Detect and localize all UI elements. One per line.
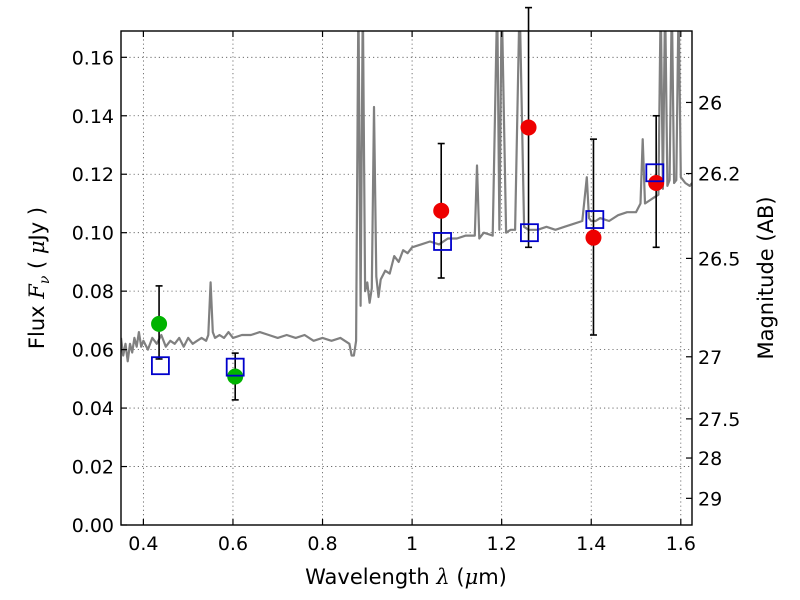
y2-tick-label: 26.2 [698,164,740,186]
grid [121,31,692,525]
x-tick-label: 1.2 [487,533,517,555]
y2-tick-label: 27 [698,347,722,369]
x-axis-label: Wavelength λ (μm) [305,565,507,589]
y2-tick-label: 27.5 [698,409,740,431]
markers [151,6,665,401]
y2-axis-label: Magnitude (AB) [754,196,778,359]
model-square-point [151,356,170,376]
model-square-point [585,210,605,229]
x-tick-label: 1.6 [666,533,696,555]
y-tick-label: 0.14 [72,106,114,128]
y-tick-label: 0.10 [72,223,114,245]
ticks: 0.4 0.6 0.8 1 1.2 1.4 1.6 0.00 0.02 0.04 0.06 0.08 0… [72,31,740,555]
model-square-point [520,223,539,243]
model-square-point [433,232,452,251]
y2-tick-label: 28 [698,448,722,470]
y-tick-label: 0.02 [72,457,114,479]
plot-area [121,31,692,363]
nir-data-point [520,119,537,136]
y-tick-label: 0.12 [72,164,114,186]
nir-data-point [433,202,450,219]
x-tick-label: 0.6 [218,533,248,555]
optical-data-point [151,315,168,332]
y-tick-label: 0.08 [72,281,114,303]
y-tick-label: 0.16 [72,47,114,69]
spectrum-line [121,31,692,363]
nir-data-point [585,229,602,246]
y-tick-label: 0.06 [72,340,114,362]
nir-data-point [648,175,665,191]
y-axis-label: Flux Fν ( μJy ) [25,207,53,349]
y-tick-label: 0.00 [72,515,114,537]
x-tick-label: 0.8 [307,533,337,555]
y2-tick-label: 26.5 [698,248,740,270]
y-tick-label: 0.04 [72,398,114,420]
x-tick-label: 1.4 [576,533,606,555]
y2-tick-label: 26 [698,92,722,114]
x-tick-label: 0.4 [128,533,158,555]
plot-frame [120,30,693,526]
y2-tick-label: 29 [698,488,722,510]
x-tick-label: 1 [406,533,418,555]
model-square-point [645,163,665,183]
model-square-point [225,357,245,377]
